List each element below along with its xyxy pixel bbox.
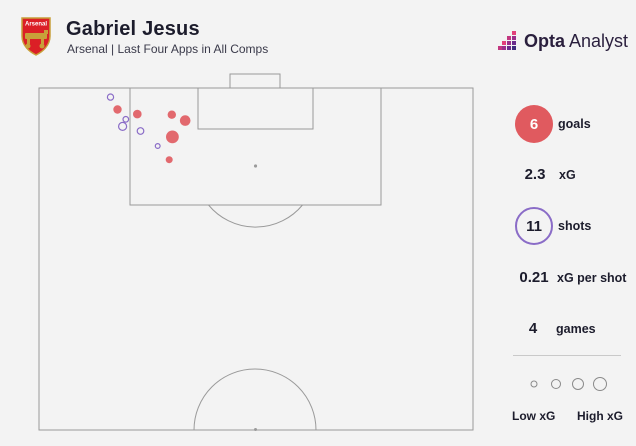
- brand-bold-text: Opta: [524, 30, 566, 51]
- goal-shot-point-4: [167, 110, 176, 119]
- penalty-area: [129, 87, 382, 206]
- shot-point-6: [122, 115, 130, 123]
- shot-map: [38, 73, 474, 431]
- crest-text: Arsenal: [25, 22, 47, 28]
- legend-size-2: [551, 379, 561, 389]
- xg-per-shot-label: xG per shot: [557, 270, 627, 285]
- stat-games: 4 games: [522, 320, 596, 337]
- penalty-spot: [253, 164, 258, 168]
- six-yard-box: [197, 87, 314, 130]
- games-value: 4: [528, 320, 538, 337]
- centre-circle: [193, 368, 317, 431]
- goal-shot-point-2: [113, 105, 122, 114]
- goal-shot-point-5: [179, 115, 191, 126]
- goal-shot-point-9: [166, 130, 179, 144]
- legend-size-4: [593, 377, 607, 391]
- stat-shots: 11 shots: [515, 207, 591, 245]
- shot-point-7: [117, 121, 128, 132]
- pitch-markings: [38, 73, 474, 431]
- centre-spot: [254, 428, 257, 431]
- goal-shot-point-3: [133, 109, 142, 119]
- goal-shot-point-11: [165, 156, 173, 164]
- shot-point-10: [154, 143, 161, 150]
- page-title: Gabriel Jesus: [66, 18, 200, 40]
- goal: [229, 73, 281, 89]
- legend-divider: [513, 355, 621, 356]
- legend-low-xg: Low xG: [512, 409, 556, 423]
- goals-value: 6: [515, 105, 553, 143]
- shot-point-8: [136, 127, 145, 135]
- penalty-arc: [208, 204, 303, 228]
- arsenal-crest-icon: Arsenal: [21, 17, 51, 56]
- pitch-outline: [38, 87, 474, 431]
- xg-size-legend: [530, 377, 607, 391]
- goals-label: goals: [558, 117, 591, 131]
- shots-layer: [106, 93, 191, 164]
- legend-size-3: [572, 378, 584, 390]
- brand-rest-text: Analyst: [565, 30, 629, 51]
- shots-value: 11: [515, 207, 553, 245]
- xg-value: 2.3: [524, 166, 546, 183]
- shots-label: shots: [558, 219, 592, 233]
- xg-per-shot-value: 0.21: [519, 269, 549, 286]
- shot-point-1: [106, 93, 115, 101]
- page-subtitle: Arsenal | Last Four Apps in All Comps: [67, 42, 269, 56]
- opta-dots-icon: [498, 31, 516, 50]
- legend-high-xg: High xG: [577, 409, 624, 423]
- opta-analyst-logo: Opta Analyst: [498, 29, 628, 53]
- stat-xg-per-shot: 0.21 xG per shot: [517, 269, 626, 286]
- stat-goals: 6 goals: [515, 105, 591, 143]
- legend-size-1: [530, 380, 538, 388]
- stat-xg: 2.3 xG: [521, 166, 576, 183]
- games-label: games: [556, 321, 596, 336]
- xg-label: xG: [559, 167, 576, 182]
